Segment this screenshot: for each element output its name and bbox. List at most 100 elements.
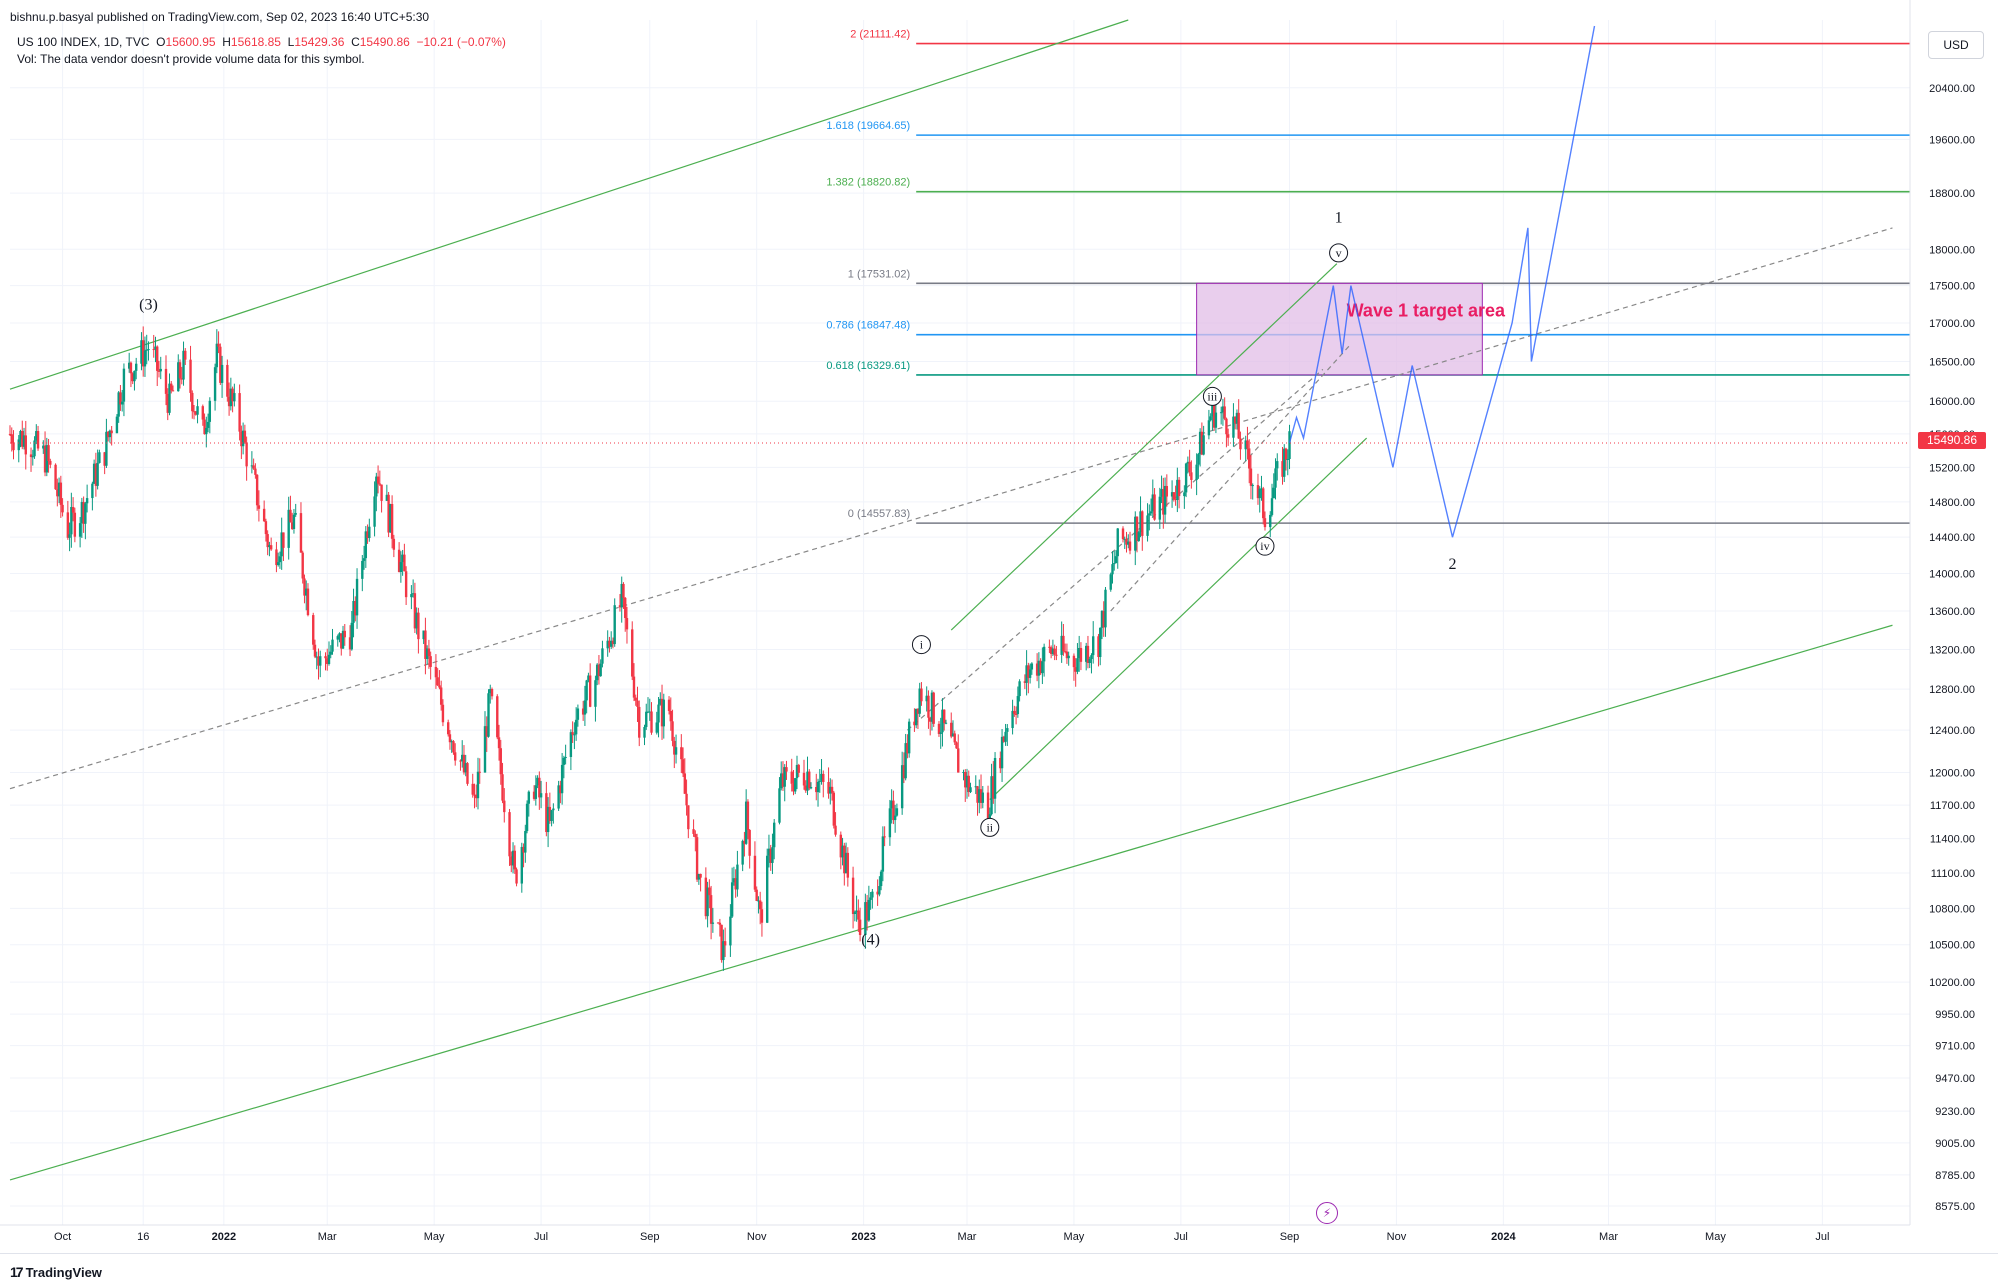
candle-body bbox=[999, 757, 1002, 769]
symbol-name[interactable]: US 100 INDEX, 1D, TVC bbox=[17, 35, 150, 49]
tradingview-logo[interactable]: 17 TradingView bbox=[10, 1264, 102, 1280]
wave-label-(3)[interactable]: (3) bbox=[139, 296, 158, 313]
channel-line-trend-dashed-short-2[interactable] bbox=[1110, 345, 1350, 612]
candle-body bbox=[213, 367, 217, 401]
candle-body bbox=[403, 554, 406, 572]
candle-body bbox=[80, 502, 84, 524]
candle-body bbox=[914, 708, 918, 726]
candle-body bbox=[925, 695, 928, 702]
wave-label-circle[interactable] bbox=[1202, 386, 1222, 406]
time-axis-tick-label: Oct bbox=[54, 1231, 71, 1243]
wave-label-(4)[interactable]: (4) bbox=[861, 932, 880, 949]
candle-body bbox=[524, 831, 527, 853]
candle-body bbox=[1128, 541, 1132, 551]
candle-body bbox=[1037, 660, 1041, 676]
candle-body bbox=[893, 815, 897, 821]
candle-body bbox=[464, 763, 467, 773]
candle-body bbox=[156, 346, 159, 371]
candle-body bbox=[319, 656, 322, 666]
candle-body bbox=[1184, 463, 1188, 493]
candle-body bbox=[648, 711, 651, 713]
candle-body bbox=[564, 756, 567, 758]
wave-label-circle[interactable] bbox=[1255, 536, 1275, 556]
candle-body bbox=[119, 392, 122, 405]
channel-line-inner-upper[interactable] bbox=[950, 263, 1338, 631]
candle-body bbox=[450, 741, 453, 743]
candle-body bbox=[746, 801, 750, 831]
candle-body bbox=[904, 743, 907, 779]
candle-body bbox=[697, 873, 701, 880]
fibonacci-levels[interactable]: 0 (14557.83) 0.618 (16329.61) 0.786 (16847… bbox=[826, 29, 1910, 524]
candle-body bbox=[12, 443, 15, 451]
candle-body bbox=[385, 494, 389, 501]
candle-body bbox=[376, 476, 380, 484]
footer-divider bbox=[0, 1253, 1998, 1254]
candle-body bbox=[729, 916, 732, 946]
wave-label-ii: ii bbox=[986, 820, 993, 834]
candle-body bbox=[790, 771, 793, 784]
candle-body bbox=[853, 912, 857, 915]
candle-body bbox=[170, 383, 173, 391]
wave-label-circle[interactable] bbox=[911, 635, 931, 655]
axes[interactable]: 20400.00 19600.00 18800.00 18000.00 17500.00… bbox=[0, 0, 1975, 1243]
candle-body bbox=[348, 637, 352, 650]
candle-body bbox=[108, 430, 112, 438]
forecast-path[interactable] bbox=[1288, 25, 1596, 538]
channel-line-outer-upper[interactable] bbox=[9, 19, 1129, 390]
candle-body bbox=[930, 692, 934, 722]
candle-body bbox=[452, 741, 455, 753]
candle-body bbox=[1276, 461, 1279, 469]
candle-body bbox=[410, 594, 413, 598]
forecast-wave-line[interactable] bbox=[1288, 25, 1596, 538]
candle-body bbox=[1123, 538, 1126, 540]
channel-line-trend-dashed-short-1[interactable] bbox=[907, 368, 1324, 731]
channel-line-trend-dashed-long[interactable] bbox=[9, 227, 1893, 790]
wave-label-1[interactable]: 1 bbox=[1335, 209, 1343, 226]
wave-label-2[interactable]: 2 bbox=[1449, 556, 1457, 573]
price-axis-tick-label: 16500.00 bbox=[1929, 357, 1975, 369]
candle-body bbox=[820, 773, 823, 781]
candle-body bbox=[1049, 647, 1053, 654]
candle-body bbox=[1219, 412, 1223, 414]
candle-body bbox=[1274, 468, 1277, 488]
candle-body bbox=[711, 922, 715, 924]
candle-body bbox=[59, 482, 63, 505]
candle-body bbox=[844, 852, 848, 874]
candle-body bbox=[1137, 532, 1140, 541]
candle-body bbox=[743, 840, 746, 844]
target-zone[interactable]: Wave 1 target area bbox=[1196, 282, 1506, 376]
channel-lines[interactable] bbox=[9, 19, 1893, 1181]
currency-button[interactable]: USD bbox=[1928, 31, 1984, 59]
wave-label-circle[interactable] bbox=[980, 817, 1000, 837]
candle-body bbox=[1225, 418, 1228, 435]
candle-body bbox=[522, 846, 525, 853]
candle-body bbox=[397, 549, 401, 572]
candle-body bbox=[1014, 713, 1018, 715]
candle-body bbox=[744, 801, 748, 844]
candle-body bbox=[56, 489, 59, 497]
candle-body bbox=[704, 877, 708, 917]
candle-body bbox=[157, 370, 161, 372]
channel-line-outer-lower[interactable] bbox=[9, 624, 1893, 1181]
price-axis-tick-label: 15200.00 bbox=[1929, 462, 1975, 474]
candle-body bbox=[471, 783, 474, 795]
candle-body bbox=[368, 526, 371, 539]
candle-body bbox=[278, 556, 282, 563]
wave-label-circle[interactable] bbox=[1329, 243, 1349, 263]
candle-body bbox=[683, 773, 687, 794]
candle-body bbox=[275, 549, 278, 566]
candle-body bbox=[753, 855, 757, 890]
candle-body bbox=[1000, 736, 1004, 769]
candle-body bbox=[404, 571, 408, 598]
candle-body bbox=[1197, 454, 1200, 465]
candle-body bbox=[878, 886, 881, 895]
candle-body bbox=[643, 727, 646, 738]
lightning-icon[interactable]: ⚡ bbox=[1316, 1202, 1338, 1224]
candle-body bbox=[103, 452, 106, 466]
candle-body bbox=[184, 350, 187, 360]
candle-body bbox=[68, 534, 71, 538]
channel-line-inner-lower[interactable] bbox=[989, 437, 1368, 801]
candle-body bbox=[266, 534, 269, 548]
